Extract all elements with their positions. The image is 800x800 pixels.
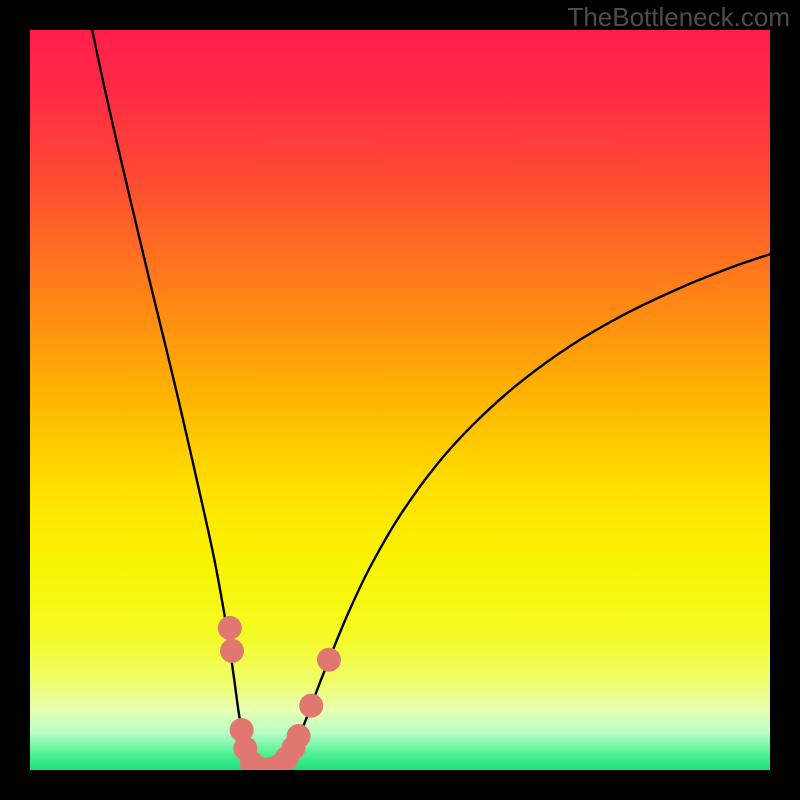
data-marker bbox=[299, 694, 323, 718]
plot-area bbox=[30, 30, 770, 770]
data-marker bbox=[317, 648, 341, 672]
chart-frame: TheBottleneck.com bbox=[0, 0, 800, 800]
plot-svg bbox=[30, 30, 770, 770]
watermark-text: TheBottleneck.com bbox=[567, 2, 790, 33]
data-marker bbox=[220, 639, 244, 663]
data-marker bbox=[218, 616, 242, 640]
data-marker bbox=[287, 724, 311, 748]
